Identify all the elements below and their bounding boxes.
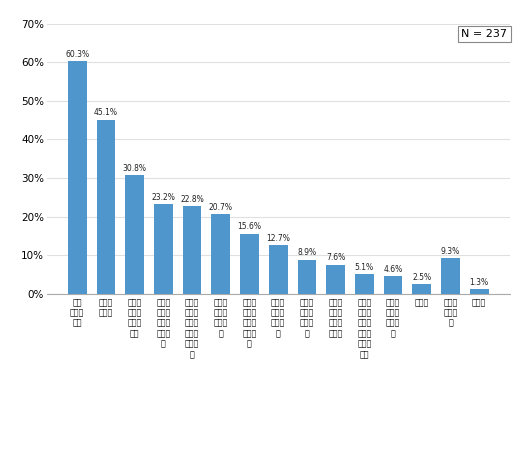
- Text: 60.3%: 60.3%: [65, 50, 89, 59]
- Text: 22.8%: 22.8%: [180, 194, 204, 203]
- Bar: [355, 274, 374, 294]
- Bar: [97, 120, 115, 294]
- Text: 45.1%: 45.1%: [94, 109, 118, 118]
- Bar: [269, 245, 288, 294]
- Bar: [470, 289, 489, 294]
- Bar: [183, 206, 201, 294]
- Text: 8.9%: 8.9%: [297, 248, 317, 257]
- Bar: [240, 234, 259, 294]
- Text: 2.5%: 2.5%: [412, 273, 432, 282]
- Bar: [125, 175, 144, 294]
- Text: 23.2%: 23.2%: [151, 193, 175, 202]
- Text: 20.7%: 20.7%: [209, 203, 233, 212]
- Bar: [441, 258, 460, 294]
- Text: 15.6%: 15.6%: [238, 222, 262, 231]
- Bar: [412, 284, 431, 294]
- Text: N = 237: N = 237: [461, 29, 508, 39]
- Bar: [327, 264, 345, 294]
- Text: 9.3%: 9.3%: [441, 246, 460, 255]
- Text: 12.7%: 12.7%: [266, 234, 290, 243]
- Text: 4.6%: 4.6%: [383, 265, 402, 274]
- Bar: [154, 204, 173, 294]
- Bar: [68, 61, 86, 294]
- Bar: [212, 214, 230, 294]
- Text: 1.3%: 1.3%: [470, 278, 489, 287]
- Text: 7.6%: 7.6%: [326, 253, 345, 262]
- Bar: [384, 276, 402, 294]
- Text: 30.8%: 30.8%: [123, 164, 147, 173]
- Text: 5.1%: 5.1%: [355, 263, 374, 272]
- Bar: [297, 260, 316, 294]
